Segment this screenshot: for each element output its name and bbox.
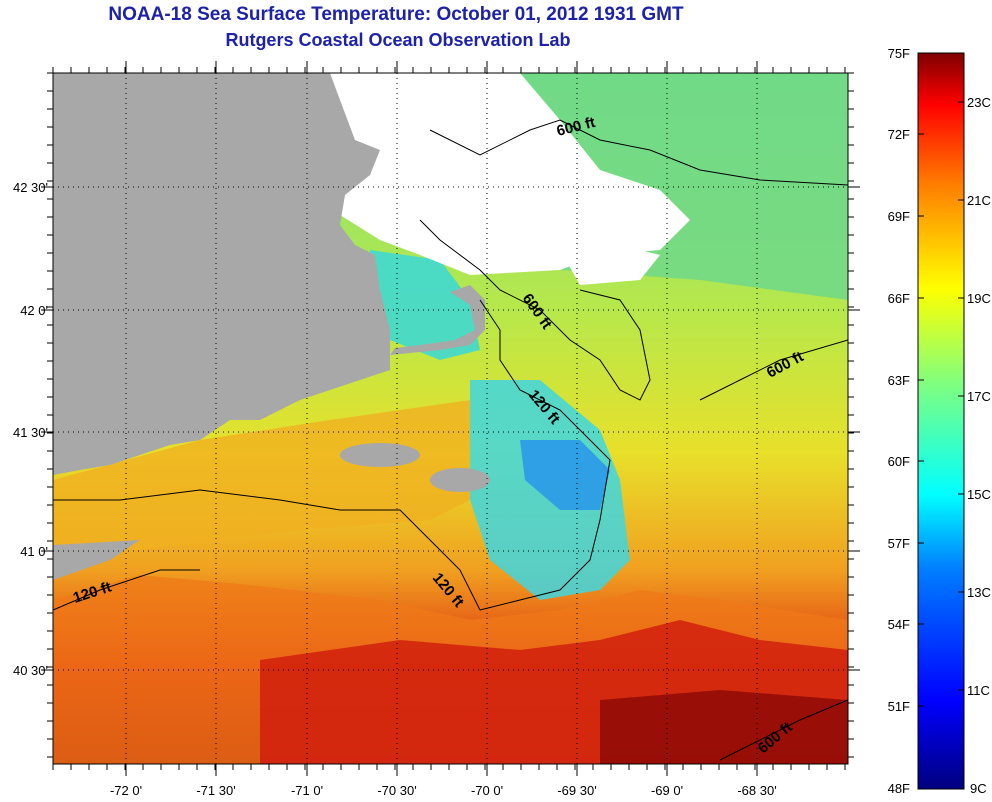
shelf-warm-band [53,400,470,560]
axis-ticks [41,61,860,776]
colorbar-f-label: 63F [888,373,910,388]
colorbar-c-labels: 23C 21C 19C 17C 15C 13C 11C 9C [967,95,991,796]
lon-tick-label: -71 30' [196,783,235,798]
hottest-water-region [600,690,848,764]
lat-tick-labels: 42 30' 42 0' 41 30' 41 0' 40 30' [13,180,48,678]
map-frame [52,72,849,765]
colorbar-f-label: 69F [888,209,910,224]
colorbar-c-label: 23C [967,95,991,110]
colorbar [917,52,965,790]
lon-tick-label: -70 0' [471,783,503,798]
colorbar-f-label: 66F [888,291,910,306]
map-title: NOAA-18 Sea Surface Temperature: October… [108,4,684,25]
long-island [53,540,140,580]
lon-tick-labels: -72 0' -71 30' -71 0' -70 30' -70 0' -69… [110,783,777,798]
nantucket [430,468,490,492]
coldest-patch [520,440,610,510]
colorbar-c-label: 17C [967,389,991,404]
colorbar-c-label: 15C [967,487,991,502]
lon-tick-label: -69 0' [651,783,683,798]
marthas-vineyard [340,443,420,467]
cloud-cover [330,73,690,275]
graticule [53,73,848,764]
lat-tick-label: 41 0' [20,544,48,559]
colorbar-f-label: 48F [888,781,910,796]
lat-tick-label: 41 30' [13,425,48,440]
lon-tick-label: -69 30' [557,783,596,798]
colorbar-f-label: 60F [888,454,910,469]
lon-tick-label: -71 0' [291,783,323,798]
colorbar-c-label: 11C [967,683,990,698]
colorbar-f-label: 51F [888,699,910,714]
colorbar-f-labels: 75F 72F 69F 66F 63F 60F 57F 54F 51F 48F [888,46,910,796]
colorbar-f-label: 75F [888,46,910,61]
colorbar-f-label: 54F [888,617,910,632]
land-mass [53,73,390,475]
cape-cod-bay [370,250,480,360]
colorbar-c-label: 13C [967,585,991,600]
cape-cod [390,285,485,355]
lon-tick-label: -70 30' [377,783,416,798]
colorbar-f-label: 72F [888,127,910,142]
lat-tick-label: 40 30' [13,663,48,678]
lat-tick-label: 42 0' [20,303,48,318]
lon-tick-label: -68 30' [737,783,776,798]
cloud-cover-small [560,245,660,285]
colorbar-c-label: 19C [967,291,991,306]
colorbar-f-label: 57F [888,536,910,551]
colorbar-c-label: 21C [967,193,991,208]
lat-tick-label: 42 30' [13,180,48,195]
colorbar-ticks [918,52,964,790]
colorbar-c-label: 9C [970,781,987,796]
depth-contours [53,119,848,761]
lon-tick-label: -72 0' [110,783,142,798]
map-subtitle: Rutgers Coastal Ocean Observation Lab [225,30,571,50]
